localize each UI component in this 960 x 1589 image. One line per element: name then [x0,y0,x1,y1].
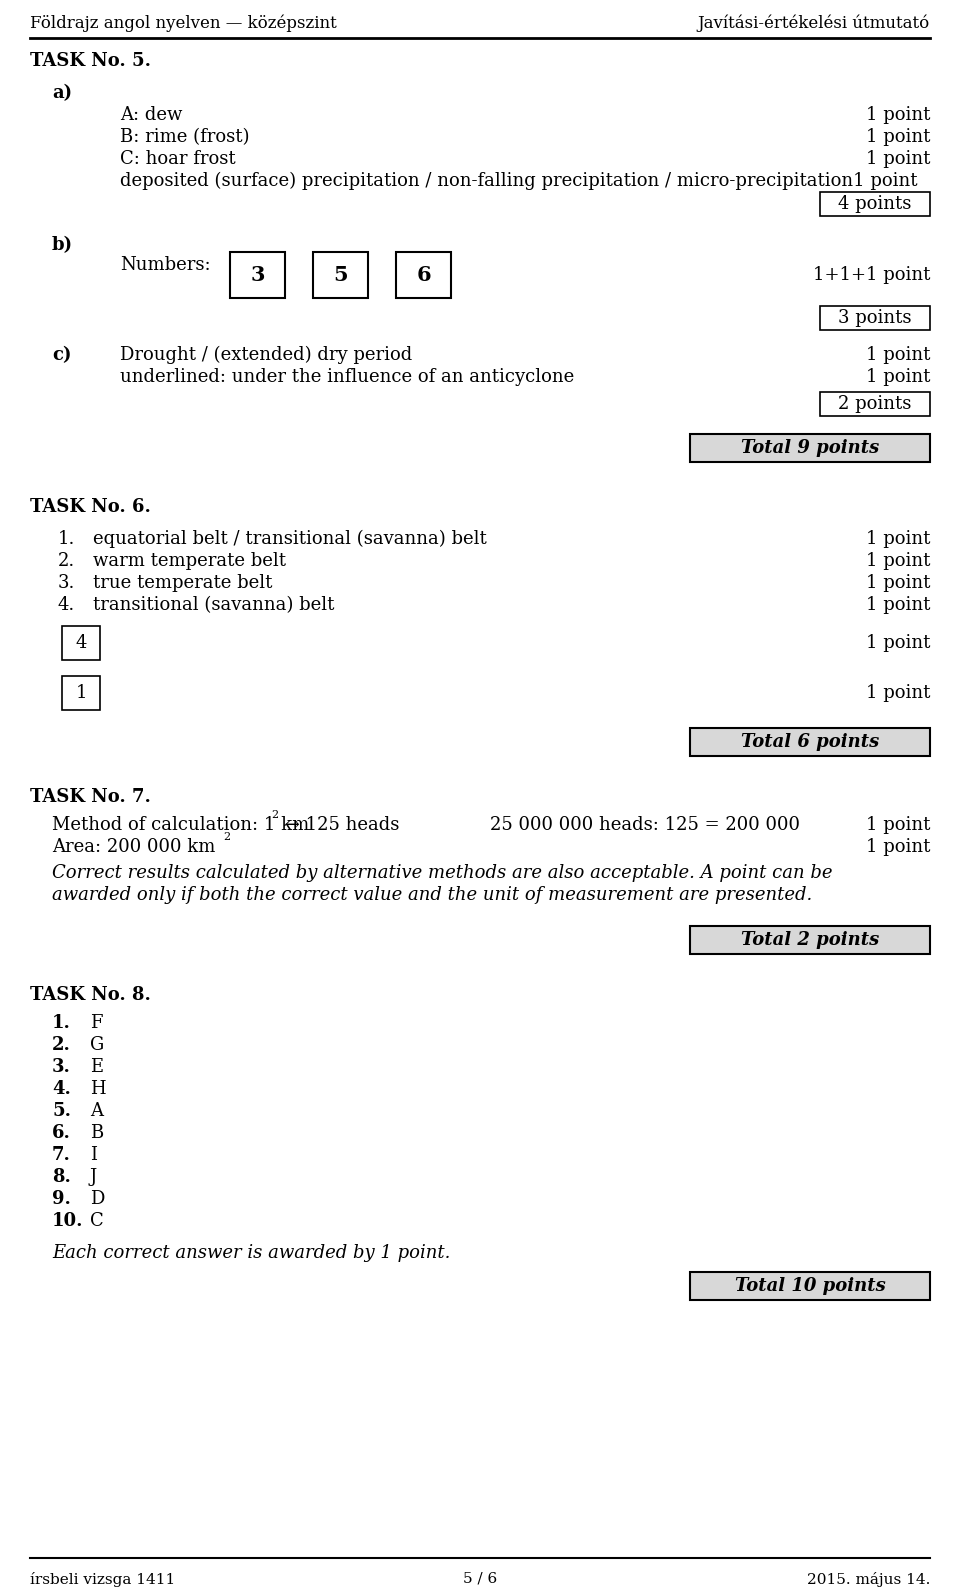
Text: equatorial belt / transitional (savanna) belt: equatorial belt / transitional (savanna)… [93,531,487,548]
Text: underlined: under the influence of an anticyclone: underlined: under the influence of an an… [120,369,574,386]
Text: true temperate belt: true temperate belt [93,574,273,593]
Text: írsbeli vizsga 1411: írsbeli vizsga 1411 [30,1572,176,1587]
FancyBboxPatch shape [690,926,930,953]
Text: transitional (savanna) belt: transitional (savanna) belt [93,596,334,613]
Text: 1 point: 1 point [866,149,930,168]
Text: deposited (surface) precipitation / non-falling precipitation / micro-precipitat: deposited (surface) precipitation / non-… [120,172,918,191]
Text: D: D [90,1190,105,1208]
Text: C: hoar frost: C: hoar frost [120,149,235,168]
Text: I: I [90,1146,97,1165]
Text: 1 point: 1 point [866,129,930,146]
Text: Method of calculation: 1 km: Method of calculation: 1 km [52,817,309,834]
Text: 1 point: 1 point [866,837,930,856]
Text: Correct results calculated by alternative methods are also acceptable. A point c: Correct results calculated by alternativ… [52,864,832,882]
Text: Total 10 points: Total 10 points [734,1278,885,1295]
Text: Total 2 points: Total 2 points [741,931,879,949]
Text: Total 6 points: Total 6 points [741,733,879,752]
Text: 5: 5 [333,265,348,284]
Text: 1.: 1. [58,531,76,548]
FancyBboxPatch shape [820,192,930,216]
Text: a): a) [52,84,72,102]
Text: 1 point: 1 point [866,634,930,651]
FancyBboxPatch shape [690,728,930,756]
Text: 3: 3 [251,265,265,284]
Text: 1.: 1. [52,1014,71,1031]
Text: TASK No. 6.: TASK No. 6. [30,497,151,516]
Text: 1 point: 1 point [866,596,930,613]
Text: b): b) [52,237,73,254]
Text: J: J [90,1168,97,1185]
Text: 9.: 9. [52,1190,71,1208]
Text: Total 9 points: Total 9 points [741,439,879,458]
Text: 4 points: 4 points [838,195,912,213]
Text: Numbers:: Numbers: [120,256,210,273]
Text: 1 point: 1 point [866,574,930,593]
FancyBboxPatch shape [62,626,100,659]
Text: Javítási-értékelési útmutató: Javítási-értékelési útmutató [698,14,930,32]
Text: Drought / (extended) dry period: Drought / (extended) dry period [120,346,412,364]
Text: 5.: 5. [52,1103,71,1120]
Text: 3 points: 3 points [838,308,912,327]
Text: 3.: 3. [52,1058,71,1076]
Text: 4: 4 [75,634,86,651]
Text: 2.: 2. [52,1036,71,1054]
FancyBboxPatch shape [820,307,930,331]
Text: G: G [90,1036,105,1054]
Text: 8.: 8. [52,1168,71,1185]
FancyBboxPatch shape [62,675,100,710]
Text: 1 point: 1 point [866,817,930,834]
Text: 10.: 10. [52,1212,84,1230]
Text: TASK No. 7.: TASK No. 7. [30,788,151,806]
Text: 2015. május 14.: 2015. május 14. [806,1572,930,1587]
Text: 1 point: 1 point [866,369,930,386]
Text: H: H [90,1081,106,1098]
Text: Földrajz angol nyelven — középszint: Földrajz angol nyelven — középszint [30,14,337,32]
Text: TASK No. 5.: TASK No. 5. [30,52,151,70]
FancyBboxPatch shape [230,253,285,299]
FancyBboxPatch shape [313,253,368,299]
Text: 1 point: 1 point [866,531,930,548]
Text: B: rime (frost): B: rime (frost) [120,129,250,146]
Text: 1 point: 1 point [866,683,930,702]
Text: 4.: 4. [58,596,75,613]
Text: F: F [90,1014,103,1031]
Text: Each correct answer is awarded by 1 point.: Each correct answer is awarded by 1 poin… [52,1244,450,1262]
Text: 1 point: 1 point [866,346,930,364]
Text: 1: 1 [75,683,86,702]
Text: 7.: 7. [52,1146,71,1165]
Text: TASK No. 8.: TASK No. 8. [30,987,151,1004]
Text: 2: 2 [271,810,278,820]
Text: 6: 6 [417,265,431,284]
Text: A: A [90,1103,103,1120]
Text: 5 / 6: 5 / 6 [463,1572,497,1586]
Text: → 125 heads: → 125 heads [279,817,399,834]
FancyBboxPatch shape [396,253,451,299]
Text: 2: 2 [223,833,230,842]
Text: A: dew: A: dew [120,106,182,124]
Text: 6.: 6. [52,1123,71,1142]
Text: E: E [90,1058,103,1076]
Text: B: B [90,1123,104,1142]
Text: 3.: 3. [58,574,76,593]
Text: warm temperate belt: warm temperate belt [93,551,286,570]
FancyBboxPatch shape [820,392,930,416]
Text: 4.: 4. [52,1081,71,1098]
Text: 1 point: 1 point [866,551,930,570]
Text: 25 000 000 heads: 125 = 200 000: 25 000 000 heads: 125 = 200 000 [490,817,800,834]
Text: Area: 200 000 km: Area: 200 000 km [52,837,215,856]
Text: c): c) [52,346,71,364]
Text: awarded only if both the correct value and the unit of measurement are presented: awarded only if both the correct value a… [52,887,812,904]
Text: C: C [90,1212,104,1230]
Text: 2 points: 2 points [838,396,912,413]
FancyBboxPatch shape [690,434,930,462]
Text: 1 point: 1 point [866,106,930,124]
FancyBboxPatch shape [690,1273,930,1300]
Text: 2.: 2. [58,551,75,570]
Text: 1+1+1 point: 1+1+1 point [812,265,930,284]
